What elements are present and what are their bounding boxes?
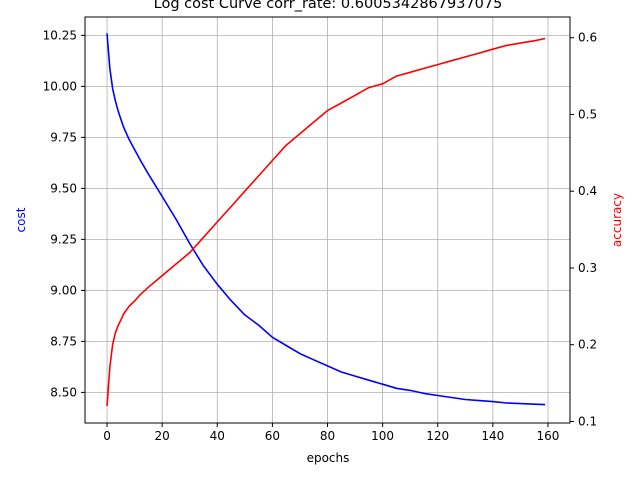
left-y-tick-label: 9.25: [50, 232, 77, 246]
left-y-tick-label: 8.50: [50, 385, 77, 399]
x-tick-label: 20: [155, 429, 170, 443]
right-axis-label: accuracy: [610, 193, 624, 247]
x-tick-label: 80: [320, 429, 335, 443]
right-y-tick-label: 0.5: [578, 107, 597, 121]
x-axis-label: epochs: [307, 451, 350, 465]
x-tick-label: 0: [103, 429, 111, 443]
right-y-tick-label: 0.6: [578, 31, 597, 45]
x-tick-label: 120: [426, 429, 449, 443]
x-tick-label: 40: [210, 429, 225, 443]
left-y-tick-label: 9.00: [50, 283, 77, 297]
accuracy-series-line: [106, 37, 546, 407]
left-y-tick-label: 10.25: [43, 28, 77, 42]
right-y-tick-label: 0.2: [578, 338, 597, 352]
left-axis-label: cost: [14, 207, 28, 232]
right-y-tick-label: 0.4: [578, 184, 597, 198]
left-y-tick-label: 8.75: [50, 334, 77, 348]
x-tick-label: 100: [371, 429, 394, 443]
left-y-tick-label: 9.50: [50, 181, 77, 195]
right-y-tick-label: 0.3: [578, 261, 597, 275]
x-tick-label: 60: [265, 429, 280, 443]
chart-title: Log cost Curve corr_rate: 0.600534286793…: [154, 0, 503, 12]
x-tick-label: 140: [481, 429, 504, 443]
right-y-tick-label: 0.1: [578, 414, 597, 428]
left-y-tick-label: 10.00: [43, 79, 77, 93]
cost-series-line: [106, 33, 546, 406]
x-tick-label: 160: [537, 429, 560, 443]
left-y-tick-label: 9.75: [50, 130, 77, 144]
